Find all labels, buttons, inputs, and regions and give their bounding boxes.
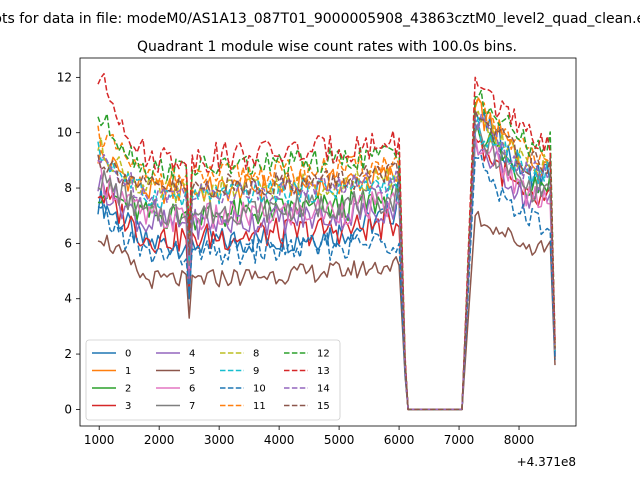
x-tick-label-6000: 6000: [384, 433, 415, 447]
series-line-10: [97, 154, 556, 411]
series-lines: [97, 72, 556, 411]
legend-label-15: 15: [317, 401, 330, 412]
legend-label-8: 8: [253, 349, 259, 360]
series-line-8: [97, 110, 556, 411]
axes-frame: [79, 57, 577, 427]
legend-label-5: 5: [189, 366, 195, 377]
series-line-14: [97, 113, 556, 411]
y-tick-label-4: 4: [64, 292, 72, 306]
y-tick-label-2: 2: [64, 347, 72, 361]
chart-title: Quadrant 1 module wise count rates with …: [137, 39, 517, 55]
legend-label-2: 2: [125, 384, 131, 395]
y-tick-label-10: 10: [57, 126, 72, 140]
series-line-13: [97, 72, 556, 411]
legend-label-12: 12: [317, 349, 330, 360]
y-tick-label-12: 12: [57, 70, 72, 84]
x-tick-label-7000: 7000: [444, 433, 475, 447]
series-line-5: [97, 210, 556, 411]
legend-label-3: 3: [125, 401, 131, 412]
series-line-12: [97, 89, 556, 411]
x-axis-offset-label: +4.371e8: [517, 455, 576, 469]
legend-label-1: 1: [125, 366, 131, 377]
legend-label-11: 11: [253, 401, 266, 412]
x-tick-label-5000: 5000: [324, 433, 355, 447]
legend-label-7: 7: [189, 401, 195, 412]
series-line-1: [97, 97, 556, 411]
legend-label-6: 6: [189, 384, 195, 395]
x-tick-label-1000: 1000: [84, 433, 115, 447]
legend-label-10: 10: [253, 384, 266, 395]
figure-suptitle: Plots for data in file: modeM0/AS1A13_08…: [0, 11, 640, 27]
x-tick-label-2000: 2000: [144, 433, 175, 447]
legend-label-9: 9: [253, 366, 259, 377]
series-line-9: [97, 116, 556, 411]
legend-label-14: 14: [317, 384, 330, 395]
series-line-3: [97, 137, 556, 411]
legend-label-13: 13: [317, 366, 330, 377]
legend-box: [85, 339, 341, 421]
y-tick-label-8: 8: [64, 181, 72, 195]
y-tick-label-6: 6: [64, 236, 72, 250]
series-line-15: [97, 109, 556, 411]
y-tick-label-0: 0: [64, 402, 72, 416]
x-tick-label-3000: 3000: [204, 433, 235, 447]
plot-area: 1000 2000 3000 4000 5000 6000 7000 800002468101…: [57, 57, 577, 447]
x-tick-label-4000: 4000: [264, 433, 295, 447]
x-tick-label-8000: 8000: [504, 433, 535, 447]
legend-label-4: 4: [189, 349, 195, 360]
legend-label-0: 0: [125, 349, 131, 360]
